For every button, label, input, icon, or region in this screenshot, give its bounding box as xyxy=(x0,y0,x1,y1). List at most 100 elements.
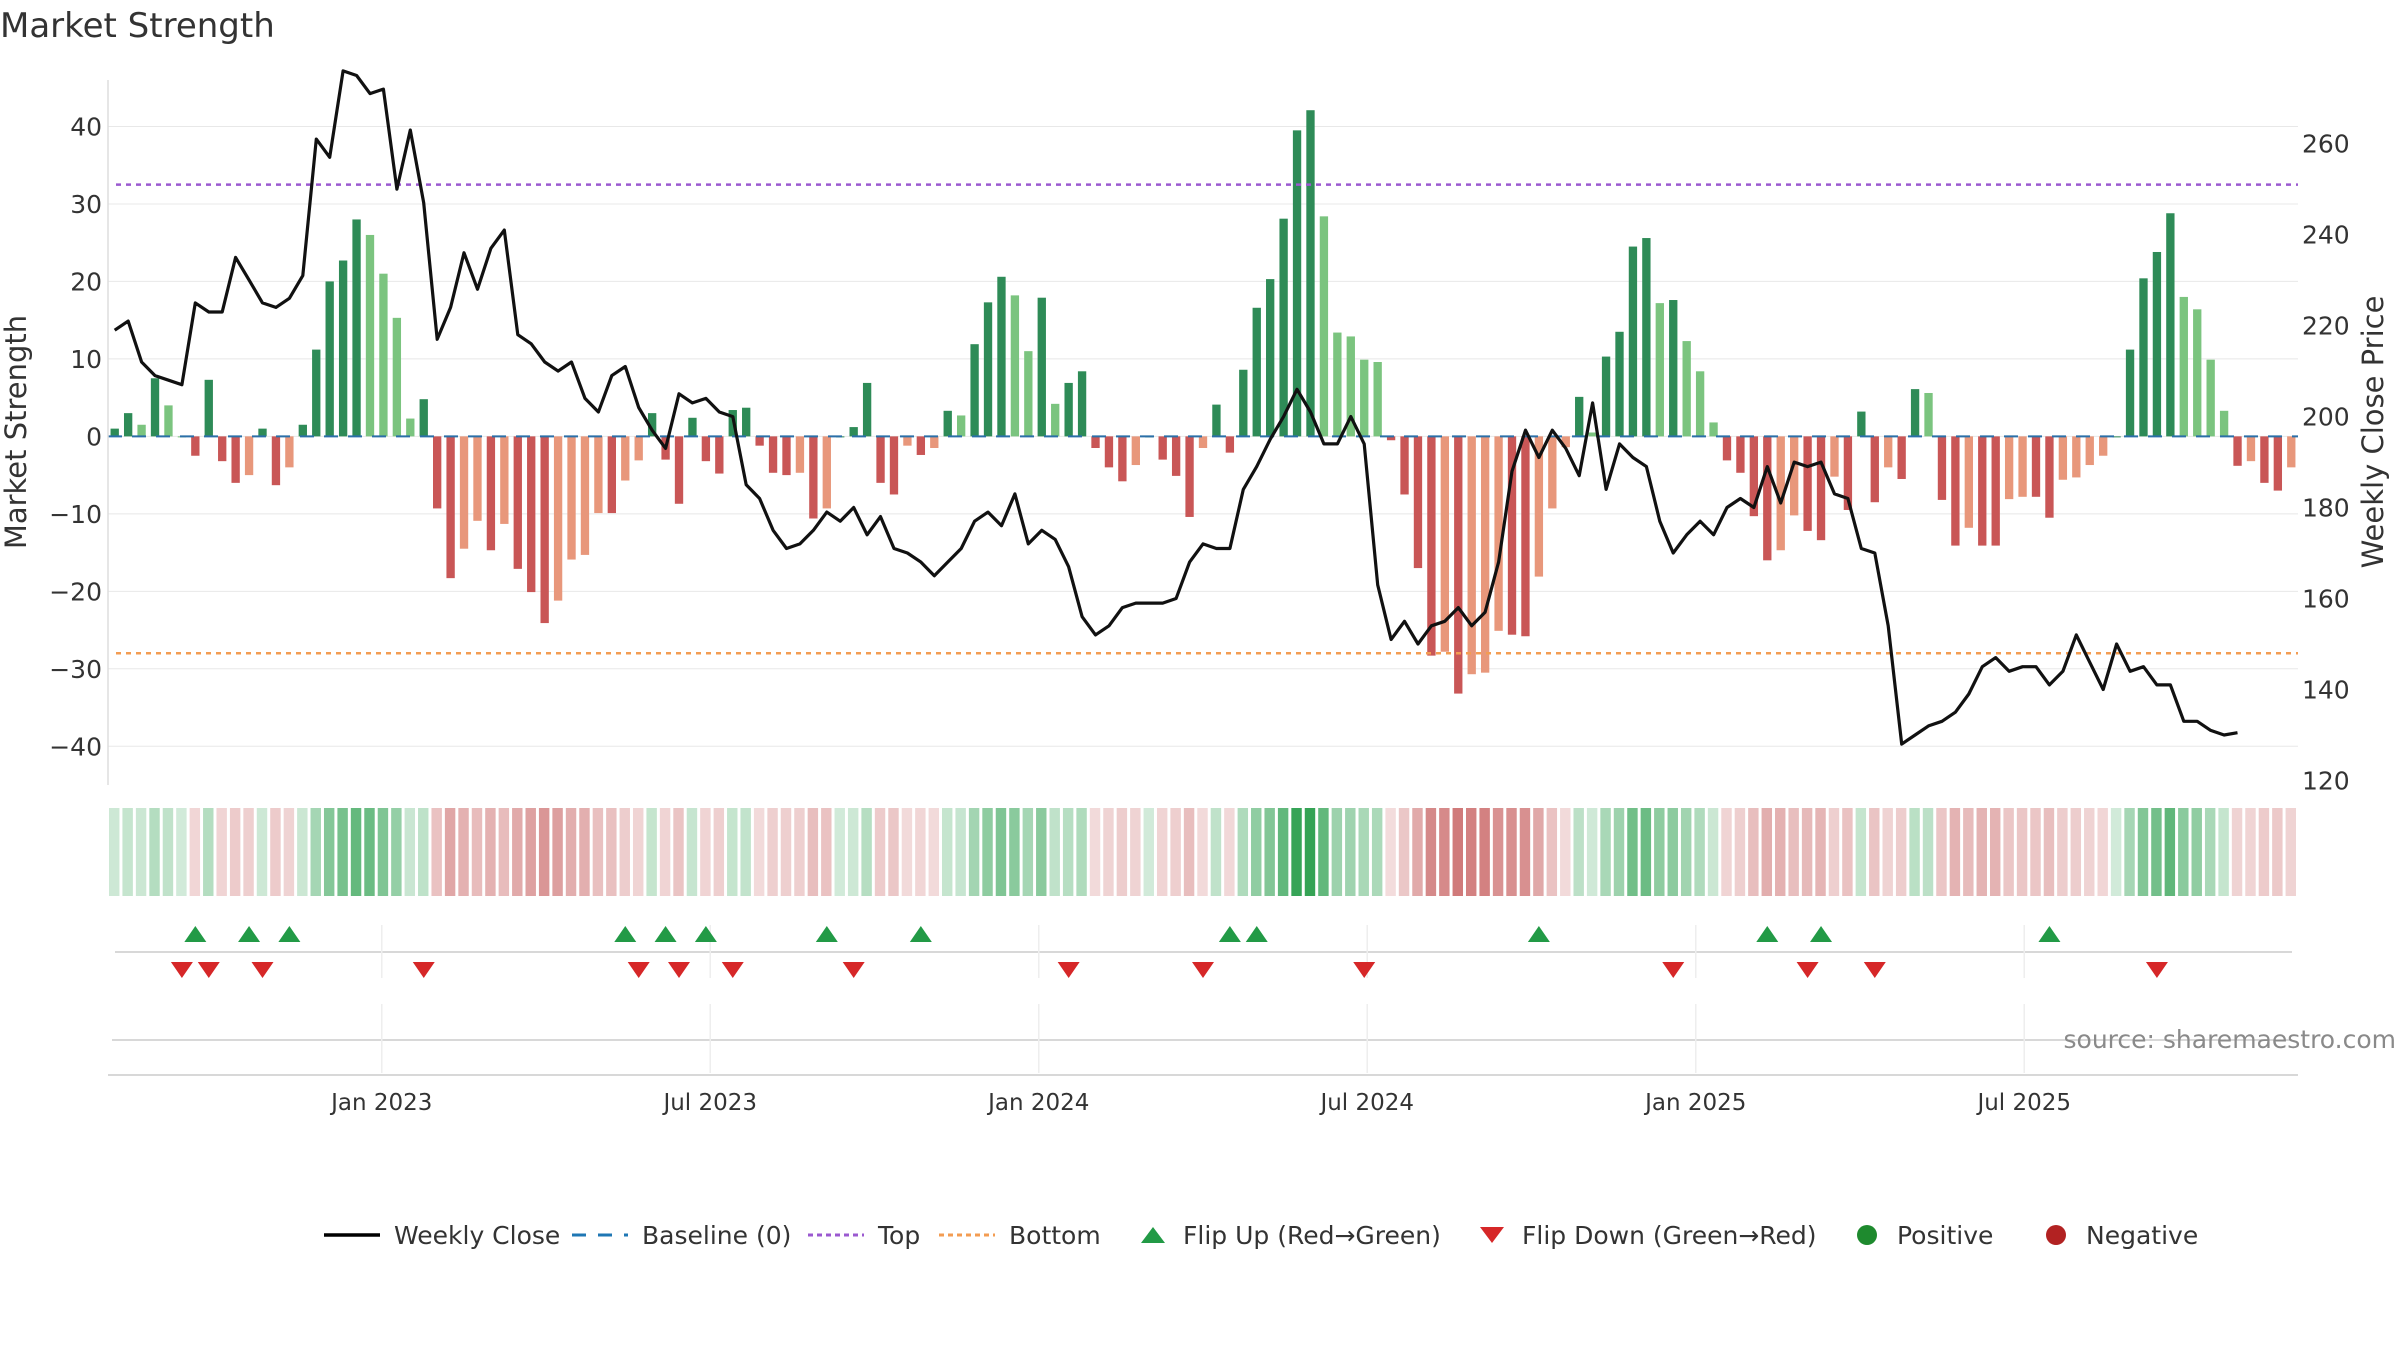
legend-label: Flip Down (Green→Red) xyxy=(1522,1220,1817,1250)
strength-bar xyxy=(2085,436,2094,466)
regime-cell xyxy=(1546,808,1558,896)
regime-strip xyxy=(109,808,2296,896)
strength-bar xyxy=(1763,436,1772,561)
flip-up-marker xyxy=(1245,926,1268,942)
regime-cell xyxy=(444,808,456,896)
regime-cell xyxy=(1707,808,1719,896)
regime-cell xyxy=(1345,808,1356,896)
regime-cell xyxy=(122,808,133,896)
regime-cell xyxy=(552,808,563,896)
regime-cell xyxy=(2124,808,2135,896)
regime-cell xyxy=(713,808,725,896)
regime-cell xyxy=(606,808,617,896)
weekly-close-line xyxy=(113,69,2238,746)
regime-cell xyxy=(847,808,859,896)
strength-bar xyxy=(2058,436,2068,480)
legend-label: Top xyxy=(878,1220,921,1250)
regime-cell xyxy=(283,808,295,896)
flip-up-marker xyxy=(614,926,637,942)
strength-bar xyxy=(1897,436,1906,479)
strength-bar xyxy=(2193,309,2202,437)
legend-swatch-icon xyxy=(572,1233,628,1237)
regime-cell xyxy=(780,808,792,896)
strength-bar xyxy=(1386,436,1396,441)
strength-bar xyxy=(191,436,200,456)
strength-bar xyxy=(110,428,119,437)
flip-down-marker xyxy=(721,962,744,978)
strength-bar xyxy=(1978,436,1987,546)
y-right-tick-label: 120 xyxy=(2302,766,2350,795)
strength-bar xyxy=(1024,351,1033,437)
strength-bar xyxy=(218,436,227,462)
strength-bar xyxy=(1507,436,1517,635)
strength-bar xyxy=(1104,436,1114,468)
regime-cell xyxy=(2272,808,2283,896)
legend-item: Flip Up (Red→Green) xyxy=(1135,1215,1441,1255)
strength-bar xyxy=(1360,359,1369,437)
regime-cell xyxy=(861,808,872,896)
regime-cell xyxy=(1801,808,1813,896)
regime-cell xyxy=(1936,808,1947,896)
strength-bar xyxy=(1910,389,1920,437)
strength-bar xyxy=(903,436,912,446)
strength-bar xyxy=(1534,436,1544,577)
regime-cell xyxy=(162,808,174,896)
regime-cell xyxy=(1331,808,1343,896)
regime-cell xyxy=(1640,808,1652,896)
strength-bar xyxy=(1816,436,1826,541)
strength-bar xyxy=(2287,436,2296,468)
regime-cell xyxy=(659,808,671,896)
strength-bar xyxy=(312,349,321,437)
regime-cell xyxy=(1869,808,1880,896)
regime-cell xyxy=(512,808,523,896)
lower-panel xyxy=(108,1004,2298,1076)
strength-bar xyxy=(298,424,307,437)
strength-bar xyxy=(1158,436,1167,460)
flip-up-marker xyxy=(694,926,717,942)
regime-cell xyxy=(2258,808,2270,896)
flip-up-marker xyxy=(278,926,301,942)
strength-bar xyxy=(1373,362,1382,437)
strength-bar xyxy=(1588,432,1597,437)
y-left-tick-label: −20 xyxy=(49,577,102,606)
strength-bar xyxy=(1454,436,1463,694)
regime-cell xyxy=(2191,808,2202,896)
regime-cell xyxy=(1089,808,1101,896)
x-tick-label: Jan 2023 xyxy=(329,1090,432,1116)
regime-cell xyxy=(579,808,590,896)
y-axis-left-label: Market Strength xyxy=(0,315,33,549)
strength-bar xyxy=(1830,436,1839,477)
regime-cell xyxy=(955,808,966,896)
flip-down-marker xyxy=(842,962,865,978)
strength-bar xyxy=(1494,436,1503,631)
regime-cell xyxy=(753,808,765,896)
flip-down-marker xyxy=(2145,962,2168,978)
regime-cell xyxy=(700,808,711,896)
regime-cell xyxy=(1775,808,1786,896)
strength-bar xyxy=(715,436,724,474)
x-tick-label: Jul 2025 xyxy=(1975,1090,2071,1116)
strength-bar xyxy=(2099,436,2108,456)
regime-cell xyxy=(297,808,308,896)
strength-bar xyxy=(204,379,213,437)
strength-bar xyxy=(1521,436,1530,637)
legend-swatch-icon xyxy=(1480,1227,1504,1243)
regime-cell xyxy=(1398,808,1410,896)
regime-cell xyxy=(1613,808,1625,896)
weekly-close-line xyxy=(113,69,2238,746)
strength-bar xyxy=(473,436,482,521)
legend-item: Positive xyxy=(1849,1215,1993,1255)
regime-cell xyxy=(1385,808,1396,896)
strength-bar xyxy=(1064,382,1073,437)
flip-down-marker xyxy=(1353,962,1376,978)
regime-cell xyxy=(1519,808,1531,896)
y-right-tick-label: 200 xyxy=(2302,403,2350,432)
strength-bar xyxy=(379,273,388,437)
regime-cell xyxy=(1680,808,1692,896)
strength-bar xyxy=(2179,296,2188,437)
strength-bar xyxy=(1467,436,1476,675)
strength-bar xyxy=(352,219,361,437)
regime-cell xyxy=(1492,808,1504,896)
regime-cell xyxy=(968,808,980,896)
y-axis-right-label: Weekly Close Price xyxy=(2356,296,2390,569)
